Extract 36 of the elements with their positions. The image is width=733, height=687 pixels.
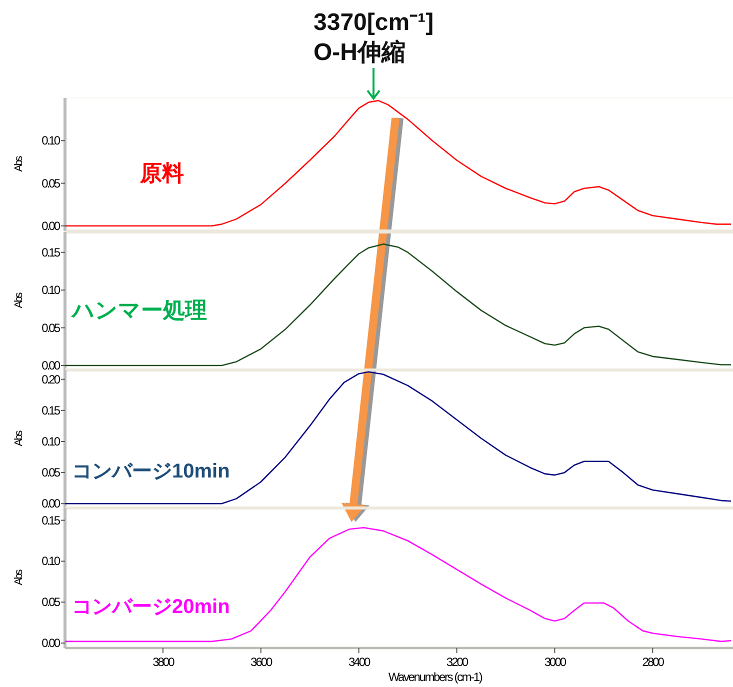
y-tick-label: 0.05 (42, 466, 61, 480)
x-tick-label: 3200 (446, 655, 469, 669)
y-tick-label: 0.10 (42, 554, 61, 568)
y-axis-title: Abs (13, 155, 25, 172)
series-label: 原料 (139, 160, 184, 186)
line-series (64, 243, 732, 366)
y-tick-label: 0.15 (42, 403, 61, 418)
y-tick-label: 0.00 (42, 218, 61, 233)
y-tick-label: 0.05 (42, 320, 61, 335)
x-tick-label: 3400 (348, 655, 371, 669)
y-tick-label: 0.00 (42, 496, 61, 511)
y-tick-label: 0.05 (42, 595, 61, 610)
y-tick-label: 0.00 (42, 636, 61, 650)
y-tick-label: 0.10 (42, 134, 61, 148)
y-tick-label: 0.15 (42, 245, 61, 260)
series-label: ハンマー処理 (70, 298, 207, 323)
x-tick-label: 3600 (250, 655, 274, 669)
y-tick-label: 0.05 (42, 176, 61, 190)
series-label: コンバージ20min (72, 596, 230, 618)
y-axis-title: Abs (13, 568, 25, 586)
annotation: 3370[cm⁻¹] O-H伸縮 (314, 9, 434, 66)
line-series (64, 100, 732, 227)
y-tick-label: 0.10 (42, 283, 61, 298)
y-tick-label: 0.00 (42, 358, 61, 372)
x-axis-title: Wavenumbers (cm-1) (388, 670, 483, 684)
x-tick-label: 2800 (642, 655, 665, 669)
y-tick-label: 0.10 (42, 434, 61, 448)
x-tick-label: 3800 (152, 655, 176, 669)
y-tick-label: 0.15 (42, 513, 61, 528)
y-axis-title: Abs (13, 430, 25, 446)
line-series (64, 527, 732, 642)
series-label: コンバージ10min (72, 460, 230, 483)
x-tick-label: 3000 (544, 655, 567, 669)
y-axis-title: Abs (13, 292, 25, 308)
y-tick-label: 0.20 (42, 372, 61, 386)
line-series (64, 371, 732, 504)
